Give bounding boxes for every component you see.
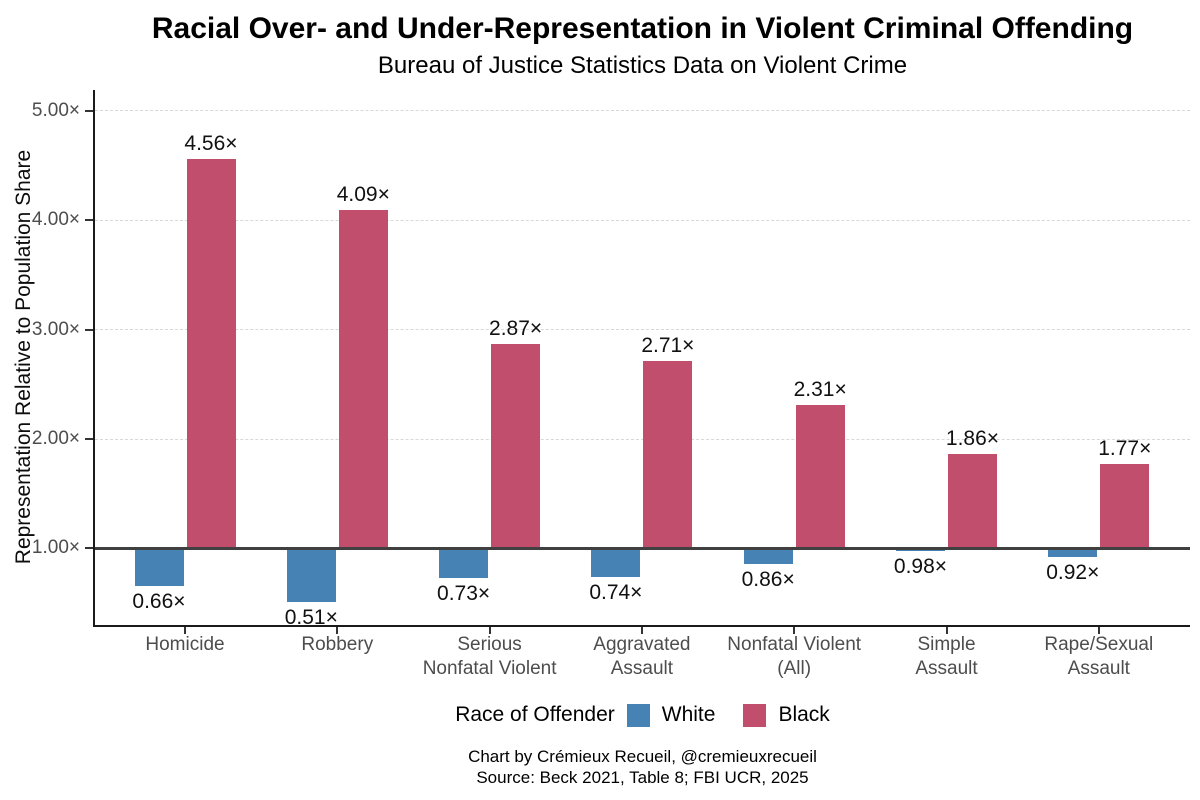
bar-label-black-3: 2.71× [641, 334, 695, 358]
y-tick-label: 3.00× [31, 318, 80, 340]
x-tick-mark [336, 627, 339, 634]
x-tick-mark [1097, 627, 1100, 634]
y-tick-mark [85, 438, 93, 440]
bar-black-2 [491, 343, 541, 547]
bar-label-black-0: 4.56× [184, 131, 238, 155]
legend-label-black: Black [778, 703, 830, 726]
y-tick-label: 4.00× [31, 209, 80, 231]
chart-subtitle: Bureau of Justice Statistics Data on Vio… [377, 52, 908, 79]
x-tick-mark [640, 627, 643, 634]
y-tick-mark [85, 219, 93, 222]
bar-label-white-6: 0.92× [1046, 561, 1100, 585]
bar-black-6 [1100, 464, 1150, 547]
bar-label-black-6: 1.77× [1098, 437, 1152, 461]
bar-label-black-5: 1.86× [945, 427, 1000, 451]
x-tick-mark [488, 627, 491, 634]
legend-title: Race of Offender [455, 703, 615, 726]
x-tick-label-0: Homicide [145, 634, 225, 655]
y-tick-mark [85, 109, 93, 112]
bar-label-white-3: 0.74× [589, 580, 643, 604]
y-tick-mark [85, 328, 93, 331]
y-tick-label: 1.00× [31, 537, 80, 559]
bar-label-white-4: 0.86× [741, 567, 795, 591]
bar-label-black-1: 4.09× [336, 183, 390, 207]
bar-white-6 [1048, 549, 1098, 558]
bar-label-white-0: 0.66× [132, 589, 186, 613]
legend-label-white: White [661, 703, 716, 726]
x-tick-label-5: Simple Assault [915, 634, 978, 679]
x-tick-label-1: Robbery [301, 634, 374, 655]
x-axis-line [93, 625, 1190, 627]
x-tick-label-2: Serious Nonfatal Violent [422, 634, 557, 679]
bar-black-1 [338, 210, 388, 547]
x-tick-label-4: Nonfatal Violent (All) [727, 634, 862, 679]
legend-swatch-black [743, 703, 767, 727]
y-tick-mark [85, 547, 93, 550]
bar-white-2 [439, 549, 489, 578]
gridline [95, 219, 1190, 221]
legend-swatch-white [626, 703, 650, 727]
gridline [95, 110, 1190, 112]
gridline [95, 438, 1190, 440]
bar-white-0 [134, 549, 184, 586]
y-tick-label: 2.00× [31, 428, 80, 449]
caption-source: Source: Beck 2021, Table 8; FBI UCR, 202… [476, 768, 809, 787]
bar-label-black-4: 2.31× [793, 378, 847, 402]
x-tick-mark [793, 627, 796, 634]
x-tick-label-6: Rape/Sexual Assault [1044, 634, 1154, 679]
bar-black-5 [948, 454, 997, 547]
bar-label-white-2: 0.73× [437, 581, 491, 605]
bar-white-5 [896, 549, 945, 552]
baseline-1x [95, 546, 1190, 550]
plot-panel: 0.66× 4.56× 0.51× 4.09× 0.73× 2.87× 0.74× 2.71×… [95, 90, 1190, 629]
y-axis-line [93, 90, 95, 627]
y-tick-label: 5.00× [31, 99, 80, 121]
chart-title: Racial Over- and Under-Representation in… [151, 12, 1134, 45]
bar-white-1 [286, 549, 336, 603]
x-tick-mark [945, 627, 948, 634]
bar-white-4 [743, 549, 793, 564]
x-tick-mark [184, 627, 186, 634]
legend: Race of Offender White Black [95, 701, 1190, 729]
gridline [95, 329, 1190, 331]
bar-black-0 [186, 158, 236, 547]
bar-white-3 [591, 549, 641, 577]
x-tick-label-3: Aggravated Assault [593, 634, 691, 679]
bar-label-white-1: 0.51× [284, 606, 338, 630]
bar-black-3 [643, 361, 693, 547]
bar-label-black-2: 2.87× [489, 316, 543, 340]
caption-credit: Chart by Crémieux Recueil, @cremieuxrecu… [468, 747, 817, 766]
bar-label-white-5: 0.98× [893, 554, 948, 578]
bar-black-4 [795, 405, 845, 547]
